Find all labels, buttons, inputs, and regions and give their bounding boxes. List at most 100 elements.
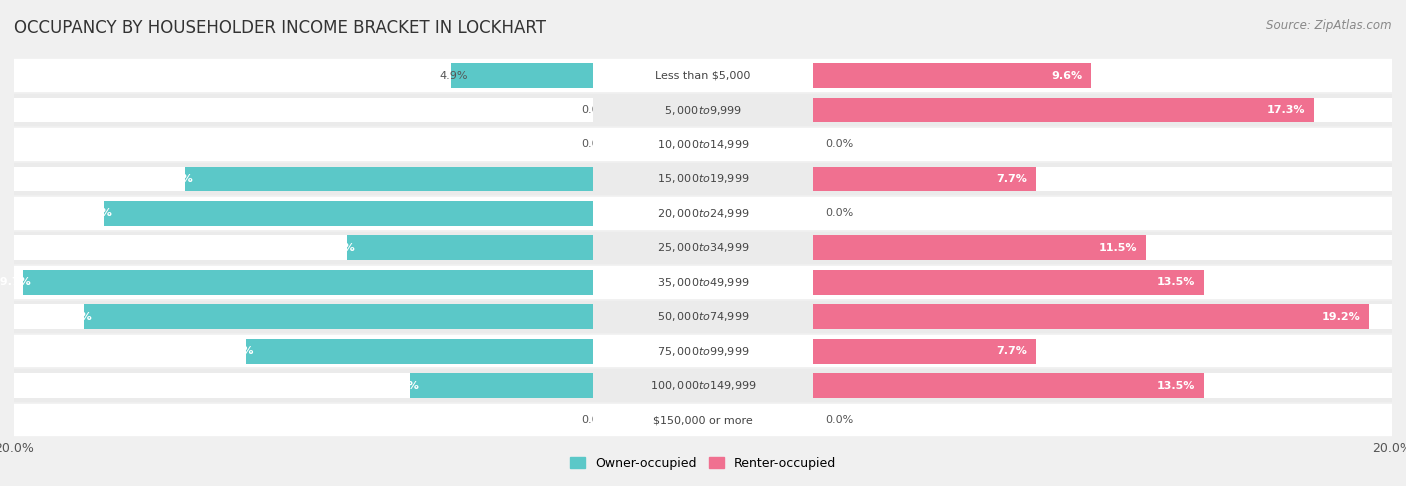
Text: 13.5%: 13.5% — [1157, 278, 1195, 287]
Text: 7.7%: 7.7% — [997, 174, 1028, 184]
Text: 0.0%: 0.0% — [825, 415, 853, 425]
Bar — [593, 368, 813, 403]
Bar — [184, 167, 593, 191]
Text: 13.5%: 13.5% — [1157, 381, 1195, 391]
Text: $5,000 to $9,999: $5,000 to $9,999 — [664, 104, 742, 117]
Bar — [813, 201, 1392, 226]
Bar — [14, 408, 593, 433]
Text: 8.5%: 8.5% — [325, 243, 356, 253]
Bar — [593, 231, 813, 265]
Bar — [813, 304, 1392, 329]
Bar — [14, 304, 593, 329]
Bar — [104, 201, 593, 226]
Bar — [593, 127, 813, 162]
Bar — [813, 339, 1036, 364]
Text: $10,000 to $14,999: $10,000 to $14,999 — [657, 138, 749, 151]
Text: Source: ZipAtlas.com: Source: ZipAtlas.com — [1267, 19, 1392, 33]
Bar — [14, 235, 593, 260]
Bar — [246, 339, 593, 364]
Bar — [14, 339, 593, 364]
Text: 17.6%: 17.6% — [53, 312, 93, 322]
Bar — [593, 58, 813, 93]
Bar — [593, 162, 813, 196]
Bar — [813, 98, 1313, 122]
Text: 16.9%: 16.9% — [73, 208, 112, 218]
Text: 19.7%: 19.7% — [0, 278, 31, 287]
Bar — [451, 63, 593, 88]
Text: 17.3%: 17.3% — [1267, 105, 1305, 115]
Bar — [14, 98, 593, 122]
Text: $20,000 to $24,999: $20,000 to $24,999 — [657, 207, 749, 220]
Bar — [813, 231, 1392, 265]
Bar — [813, 339, 1392, 364]
Bar — [14, 368, 593, 403]
Bar — [813, 408, 1392, 433]
Bar — [14, 63, 593, 88]
Text: $100,000 to $149,999: $100,000 to $149,999 — [650, 379, 756, 392]
Bar — [14, 201, 593, 226]
Bar — [813, 334, 1392, 368]
Text: 0.0%: 0.0% — [825, 208, 853, 218]
Bar — [593, 334, 813, 368]
Text: 9.6%: 9.6% — [1052, 70, 1083, 81]
Text: 6.3%: 6.3% — [388, 381, 419, 391]
Bar — [813, 98, 1392, 122]
Text: $75,000 to $99,999: $75,000 to $99,999 — [657, 345, 749, 358]
Bar — [813, 235, 1392, 260]
Bar — [411, 373, 593, 398]
Text: 11.5%: 11.5% — [1099, 243, 1137, 253]
Bar — [813, 162, 1392, 196]
Bar — [83, 304, 593, 329]
Bar — [813, 63, 1392, 88]
Bar — [813, 373, 1204, 398]
Bar — [14, 58, 593, 93]
Text: $150,000 or more: $150,000 or more — [654, 415, 752, 425]
Text: $25,000 to $34,999: $25,000 to $34,999 — [657, 242, 749, 254]
Bar — [14, 167, 593, 191]
Bar — [813, 265, 1392, 299]
Text: OCCUPANCY BY HOUSEHOLDER INCOME BRACKET IN LOCKHART: OCCUPANCY BY HOUSEHOLDER INCOME BRACKET … — [14, 19, 546, 37]
Text: 7.7%: 7.7% — [997, 346, 1028, 356]
Bar — [14, 162, 593, 196]
Bar — [14, 93, 593, 127]
Bar — [813, 167, 1036, 191]
Text: 19.2%: 19.2% — [1322, 312, 1360, 322]
Bar — [593, 265, 813, 299]
Bar — [14, 373, 593, 398]
Bar — [813, 132, 1392, 157]
Bar — [813, 63, 1091, 88]
Bar — [813, 196, 1392, 231]
Bar — [593, 403, 813, 437]
Bar — [347, 235, 593, 260]
Bar — [593, 93, 813, 127]
Text: Less than $5,000: Less than $5,000 — [655, 70, 751, 81]
Bar — [813, 304, 1369, 329]
Bar — [14, 299, 593, 334]
Text: 0.0%: 0.0% — [581, 139, 609, 150]
Bar — [14, 132, 593, 157]
Legend: Owner-occupied, Renter-occupied: Owner-occupied, Renter-occupied — [565, 452, 841, 475]
Bar — [14, 265, 593, 299]
Text: $15,000 to $19,999: $15,000 to $19,999 — [657, 173, 749, 186]
Text: 0.0%: 0.0% — [581, 415, 609, 425]
Text: 0.0%: 0.0% — [825, 139, 853, 150]
Text: $50,000 to $74,999: $50,000 to $74,999 — [657, 310, 749, 323]
Text: 4.9%: 4.9% — [440, 70, 468, 81]
Bar — [14, 403, 593, 437]
Text: $35,000 to $49,999: $35,000 to $49,999 — [657, 276, 749, 289]
Text: 12.0%: 12.0% — [215, 346, 254, 356]
Bar — [813, 127, 1392, 162]
Text: 0.0%: 0.0% — [581, 105, 609, 115]
Bar — [813, 167, 1392, 191]
Bar — [14, 196, 593, 231]
Bar — [813, 270, 1204, 295]
Bar — [813, 403, 1392, 437]
Bar — [14, 270, 593, 295]
Bar — [813, 368, 1392, 403]
Text: 14.1%: 14.1% — [155, 174, 194, 184]
Bar — [22, 270, 593, 295]
Bar — [14, 127, 593, 162]
Bar — [813, 270, 1392, 295]
Bar — [813, 58, 1392, 93]
Bar — [813, 373, 1392, 398]
